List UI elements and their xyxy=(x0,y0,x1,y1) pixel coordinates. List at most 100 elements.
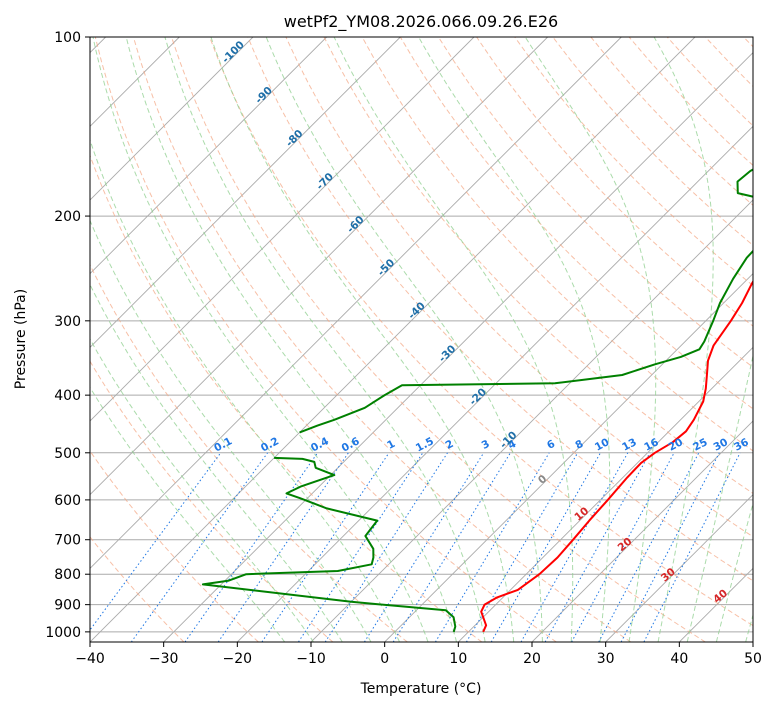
moist-adiabat-line xyxy=(90,386,286,642)
mixing-ratio-label: 0.6 xyxy=(340,435,362,454)
x-tick-label: −40 xyxy=(75,651,105,667)
dry-adiabat-line xyxy=(90,450,259,642)
label-layer: 0.1 0.2 0.4 0.6 1 1.5 2 3 4 6 8 10 13 16 20 25 30 36-100-… xyxy=(212,39,751,606)
moist-adiabat-label: 30 xyxy=(659,566,678,585)
dry-adiabat-label: -40 xyxy=(406,300,428,322)
dry-adiabat-label: -30 xyxy=(437,343,459,365)
mixing-ratio-line xyxy=(217,452,349,642)
y-axis-label: Pressure (hPa) xyxy=(13,289,29,389)
temperature-profile xyxy=(480,279,753,633)
moist-adiabat-line xyxy=(686,353,753,642)
mixing-ratio-line xyxy=(297,452,424,642)
dry-adiabat-label: -90 xyxy=(253,84,275,106)
mixing-ratio-line xyxy=(598,452,700,642)
y-tick-label: 100 xyxy=(54,30,81,46)
x-axis-label: Temperature (°C) xyxy=(360,681,482,697)
moist-adiabat-label: 0 xyxy=(536,473,549,487)
moist-adiabat-line xyxy=(524,37,657,642)
mixing-ratio-line xyxy=(130,452,269,642)
x-tick-label: 30 xyxy=(597,651,615,667)
moist-adiabat-line xyxy=(90,338,315,642)
moist-adiabat-line xyxy=(715,501,753,642)
y-tick-label: 800 xyxy=(54,567,81,583)
series-layer xyxy=(201,168,753,633)
mixing-ratio-label: 13 xyxy=(620,436,639,453)
dewpoint-profile xyxy=(201,456,457,633)
moist-adiabat-line xyxy=(333,37,574,642)
y-tick-label: 900 xyxy=(54,598,81,614)
mixing-ratio-line xyxy=(261,452,390,642)
mixing-ratio-label: 1.5 xyxy=(414,435,436,454)
isotherm-line xyxy=(90,37,622,569)
y-tick-label: 300 xyxy=(54,314,81,330)
moist-adiabat-label: 20 xyxy=(616,535,635,554)
y-tick-label: 600 xyxy=(54,493,81,509)
plot-frame xyxy=(89,36,754,643)
dry-adiabat-line xyxy=(171,37,706,642)
dry-adiabat-line xyxy=(209,37,753,627)
dry-adiabat-line xyxy=(90,263,408,642)
dry-adiabat-label: -50 xyxy=(375,257,397,279)
dry-adiabat-line xyxy=(90,536,185,642)
mixing-ratio-line xyxy=(490,452,601,642)
isotherm-line xyxy=(90,37,548,496)
x-tick-label: 0 xyxy=(380,651,389,667)
y-axis-ticks: 100 200 300 400 500 600 700 800 900 1000 xyxy=(45,30,90,641)
dry-adiabat-line xyxy=(704,37,753,88)
moist-adiabat-line xyxy=(164,37,486,642)
dry-adiabat-line xyxy=(552,37,753,246)
mixing-ratio-label: 0.2 xyxy=(259,435,281,454)
dry-adiabat-line xyxy=(437,37,753,368)
dry-adiabat-label: -80 xyxy=(284,128,306,150)
x-tick-label: 40 xyxy=(670,651,688,667)
dry-adiabat-line xyxy=(590,37,753,206)
moist-adiabat-line xyxy=(90,219,372,642)
moist-adiabat-line xyxy=(125,37,458,642)
isotherm-line xyxy=(163,52,753,642)
dry-adiabat-line xyxy=(323,37,753,495)
mixing-ratio-line xyxy=(363,452,485,642)
x-tick-label: −20 xyxy=(223,651,253,667)
mixing-ratio-label: 0.1 xyxy=(212,435,234,454)
dry-adiabat-label: -20 xyxy=(467,386,489,408)
isotherm-line xyxy=(384,273,753,642)
mixing-ratio-line xyxy=(324,452,448,642)
dry-adiabat-line xyxy=(399,37,753,410)
x-tick-label: −30 xyxy=(149,651,179,667)
mixing-ratio-line xyxy=(392,452,511,642)
moist-adiabat-line xyxy=(745,613,753,642)
dry-adiabat-line xyxy=(247,37,753,582)
mixing-ratio-label: 3 xyxy=(480,438,492,452)
x-axis-ticks: −40 −30 −20 −10 0 10 20 30 40 50 xyxy=(75,642,762,667)
dry-adiabat-label: -70 xyxy=(314,171,336,193)
moist-adiabat-line xyxy=(418,37,611,642)
isotherm-line xyxy=(605,494,753,642)
mixing-ratio-label: 8 xyxy=(573,438,585,452)
moist-adiabat-line xyxy=(90,138,400,642)
mixing-ratio-line xyxy=(434,452,550,642)
x-tick-label: 50 xyxy=(744,651,762,667)
moist-adiabat-line xyxy=(90,283,343,642)
dry-adiabat-line xyxy=(666,37,753,127)
dry-adiabat-line xyxy=(90,154,483,642)
y-tick-label: 400 xyxy=(54,388,81,404)
isotherm-line xyxy=(90,37,254,201)
mixing-ratio-label: 0.4 xyxy=(309,435,331,454)
dry-adiabat-line xyxy=(476,37,753,327)
moist-adiabat-line xyxy=(265,37,543,642)
x-tick-label: 20 xyxy=(523,651,541,667)
y-tick-label: 700 xyxy=(54,533,81,549)
mixing-ratio-label: 20 xyxy=(666,436,685,453)
isotherm-line xyxy=(531,420,753,642)
y-tick-label: 500 xyxy=(54,446,81,462)
mixing-ratio-line xyxy=(465,452,579,642)
x-tick-label: −10 xyxy=(296,651,326,667)
mixing-ratio-line xyxy=(184,452,319,642)
moist-adiabat-label: 40 xyxy=(711,587,730,606)
dry-adiabat-label: -100 xyxy=(220,39,247,66)
moist-adiabat-line xyxy=(92,37,429,642)
isotherm-line xyxy=(90,37,475,422)
dry-adiabat-line xyxy=(514,37,753,287)
x-tick-label: 10 xyxy=(449,651,467,667)
isotherm-line xyxy=(310,199,753,642)
